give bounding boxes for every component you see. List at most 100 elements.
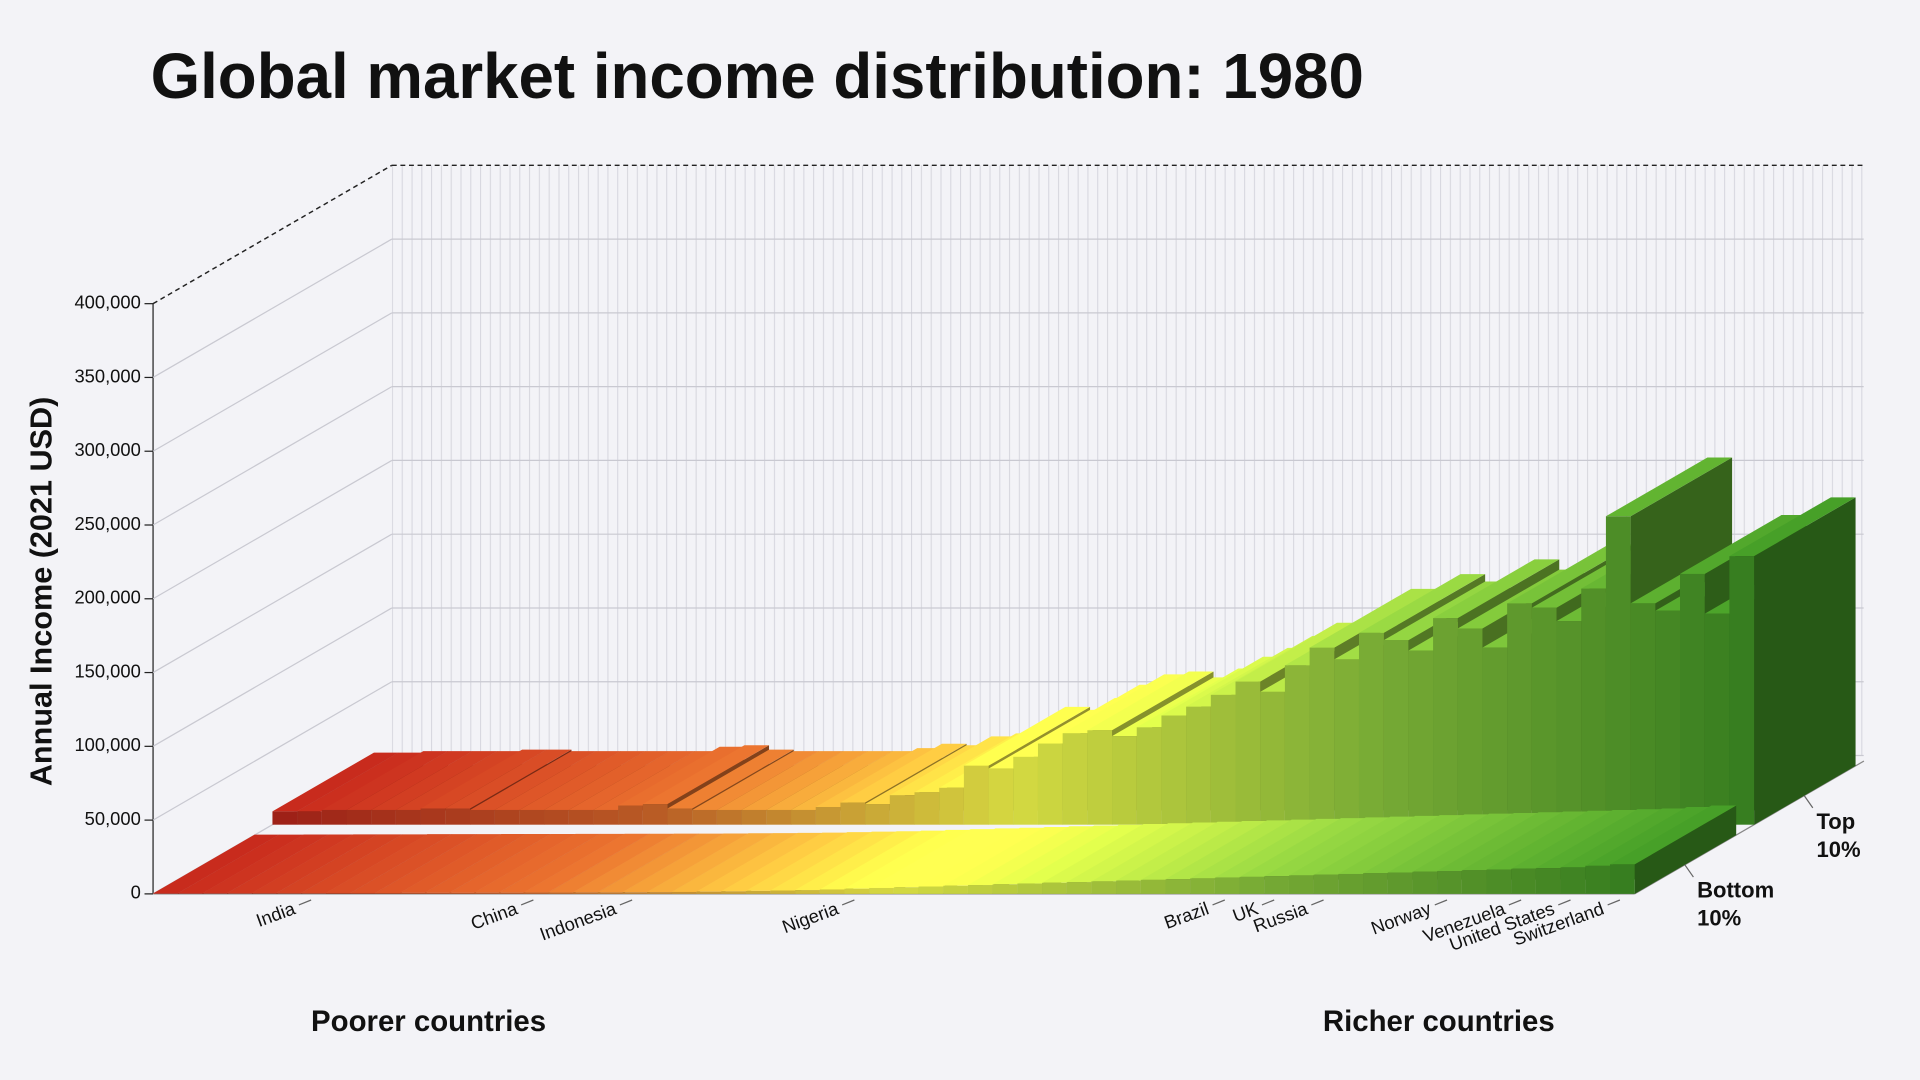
bar-top bbox=[992, 825, 1119, 885]
bar-top bbox=[963, 706, 1091, 766]
bar-top bbox=[1264, 817, 1391, 877]
bar-top bbox=[251, 834, 379, 894]
bar-top bbox=[375, 834, 502, 893]
bar-front bbox=[470, 809, 495, 825]
bar-front bbox=[963, 765, 989, 825]
bar-front bbox=[1680, 573, 1705, 825]
y-axis-label: Annual Income (2021 USD) bbox=[24, 397, 58, 787]
grid-line bbox=[152, 386, 393, 526]
bar-front bbox=[321, 809, 347, 825]
bar-front bbox=[1560, 867, 1586, 894]
bar-front bbox=[572, 892, 598, 894]
bar-top bbox=[795, 831, 922, 891]
bar-front bbox=[918, 886, 944, 894]
bar-front bbox=[424, 892, 450, 894]
bar-front bbox=[1214, 877, 1240, 894]
y-tick-label: 150,000 bbox=[74, 660, 140, 681]
bar-top bbox=[494, 751, 621, 810]
grid-line bbox=[152, 164, 393, 305]
bar-front bbox=[992, 884, 1018, 894]
chart-title: Global market income distribution: 1980 bbox=[151, 41, 1364, 112]
grid-line bbox=[152, 312, 393, 452]
bar-front bbox=[568, 809, 594, 825]
bar-top bbox=[395, 751, 523, 810]
bar-top bbox=[1486, 810, 1613, 870]
bar-front bbox=[1556, 621, 1582, 825]
bar-top bbox=[1433, 559, 1560, 619]
bar-front bbox=[1116, 880, 1141, 894]
bar-top bbox=[474, 833, 601, 893]
bar-front bbox=[597, 892, 623, 894]
bar-top bbox=[227, 834, 354, 894]
bar-front bbox=[1535, 868, 1561, 894]
x-tick bbox=[298, 899, 312, 906]
bar-front bbox=[1457, 628, 1483, 825]
bar-front bbox=[1037, 743, 1063, 825]
bar-front bbox=[1288, 875, 1314, 894]
bar-top bbox=[1066, 823, 1193, 883]
bar-front bbox=[745, 890, 771, 894]
bar-top bbox=[568, 751, 695, 810]
bar-front bbox=[622, 892, 647, 894]
bar-front bbox=[1239, 876, 1265, 894]
bar-top bbox=[272, 752, 399, 812]
bar-front bbox=[889, 795, 915, 825]
bar-top bbox=[1042, 824, 1169, 883]
bar-front bbox=[618, 805, 643, 825]
legend-label: Bottom 10% bbox=[1697, 878, 1775, 931]
bar-front bbox=[1461, 870, 1487, 894]
bar-top bbox=[1729, 497, 1856, 557]
bar bbox=[1610, 805, 1737, 894]
depth-tick bbox=[1803, 795, 1814, 809]
bar-front bbox=[548, 892, 573, 894]
y-tick-label: 200,000 bbox=[74, 587, 140, 608]
bar-top bbox=[572, 833, 700, 893]
bar-front bbox=[766, 809, 792, 825]
bar-front bbox=[1581, 588, 1606, 825]
bar-side bbox=[1634, 805, 1737, 894]
y-tick-label: 250,000 bbox=[74, 513, 140, 534]
bar-front bbox=[1210, 694, 1236, 825]
bar-top bbox=[321, 751, 449, 810]
bar-front bbox=[445, 808, 470, 825]
bar-front bbox=[1309, 647, 1335, 825]
x-tick bbox=[619, 899, 633, 906]
bar-top bbox=[276, 834, 403, 894]
bar-top bbox=[470, 751, 597, 810]
bars bbox=[153, 457, 1856, 894]
bar-top bbox=[177, 834, 304, 894]
bar-front bbox=[1264, 876, 1289, 894]
bar-front bbox=[943, 885, 968, 894]
bar-front bbox=[1486, 869, 1512, 894]
bar-top bbox=[544, 751, 671, 810]
bar-top bbox=[1507, 544, 1634, 604]
bar-top bbox=[1680, 515, 1807, 574]
bar-front bbox=[721, 891, 746, 894]
bar-top bbox=[371, 751, 498, 810]
bar-top bbox=[1387, 813, 1514, 873]
x-tick bbox=[841, 899, 855, 906]
bar-front bbox=[400, 892, 425, 894]
bar-top bbox=[943, 826, 1070, 886]
bar-front bbox=[498, 892, 524, 894]
bar-front bbox=[1260, 691, 1285, 825]
bar-front bbox=[325, 892, 351, 894]
bar-front bbox=[474, 892, 499, 894]
grid-line bbox=[152, 681, 393, 821]
bar-top bbox=[1239, 818, 1366, 877]
bar-top bbox=[696, 832, 823, 892]
bar-front bbox=[202, 893, 228, 894]
bar-top bbox=[716, 751, 844, 810]
bar-front bbox=[716, 809, 742, 825]
bar-top bbox=[498, 833, 625, 893]
bar-front bbox=[544, 809, 569, 825]
bar-top bbox=[1116, 821, 1243, 881]
x-tick-label: Nigeria bbox=[779, 897, 842, 937]
bar-front bbox=[1042, 882, 1067, 894]
bar-top bbox=[840, 743, 967, 803]
bar-top bbox=[844, 829, 971, 889]
bar-front bbox=[671, 891, 697, 894]
bar-front bbox=[819, 889, 845, 894]
x-right-label: Richer countries bbox=[1323, 1005, 1555, 1038]
